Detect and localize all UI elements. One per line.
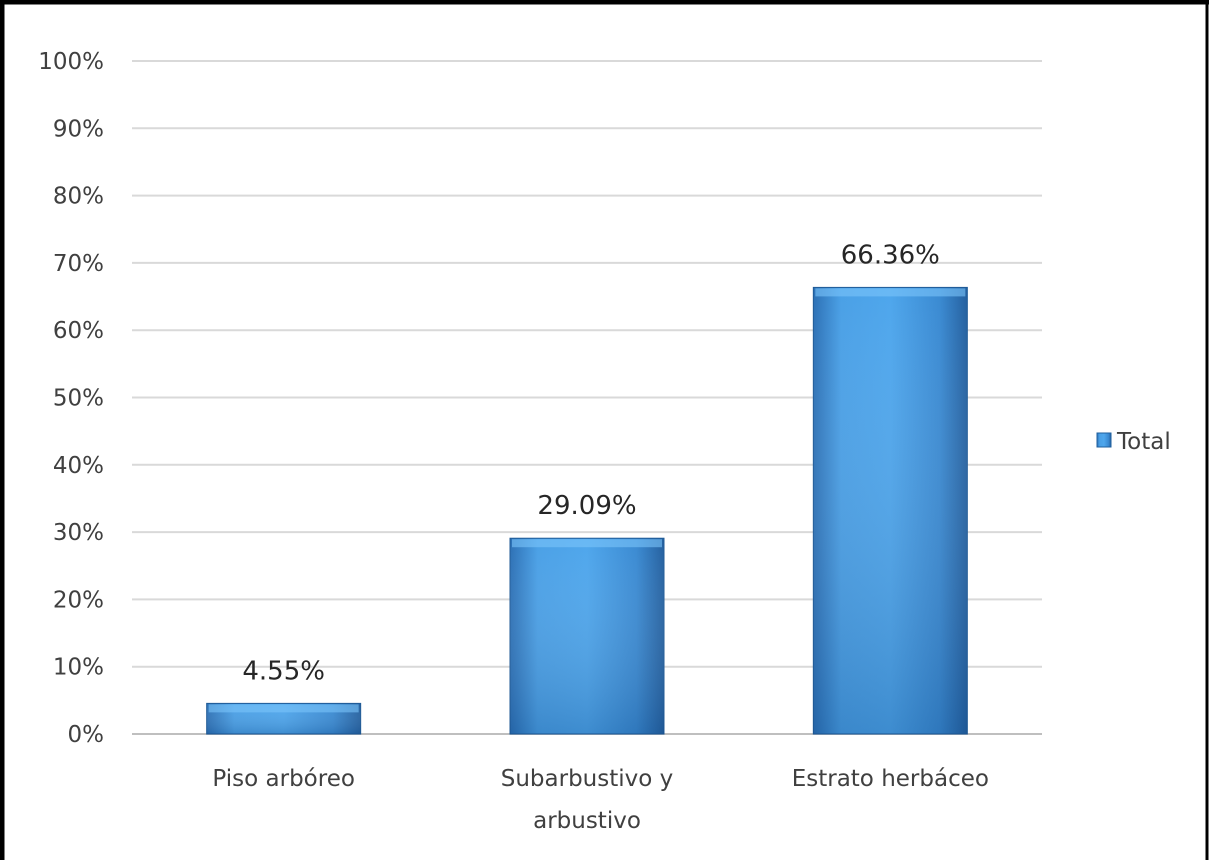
- bars: [206, 286, 968, 735]
- y-tick-label: 10%: [53, 655, 104, 681]
- legend: Total: [1096, 429, 1171, 455]
- bar-2: [812, 286, 968, 735]
- y-tick-label: 90%: [53, 116, 104, 142]
- y-tick-label: 20%: [53, 587, 104, 613]
- y-tick-label: 40%: [53, 453, 104, 479]
- bar-0: [206, 702, 362, 735]
- y-tick-label: 80%: [53, 184, 104, 210]
- data-label: 4.55%: [242, 656, 325, 686]
- bar-highlight: [512, 539, 662, 548]
- y-tick-label: 30%: [53, 520, 104, 546]
- y-tick-label: 0%: [68, 722, 105, 748]
- x-category-label: Subarbustivo y arbustivo: [501, 766, 674, 834]
- bar-shade: [510, 538, 664, 734]
- legend-label-total: Total: [1116, 429, 1171, 455]
- y-tick-label: 100%: [38, 49, 104, 75]
- x-axis-category-labels: Piso arbóreo Subarbustivo y arbustivo Estra…: [212, 766, 989, 834]
- x-category-label: Piso arbóreo: [212, 766, 355, 792]
- y-axis-tick-labels: 0% 10% 20% 30% 40% 50% 60% 70% 80% 90% 100%: [38, 49, 104, 748]
- bar-highlight: [208, 704, 359, 713]
- data-labels: 4.55% 29.09% 66.36%: [242, 240, 940, 686]
- bar-shade: [813, 287, 968, 734]
- y-tick-label: 50%: [53, 386, 104, 412]
- bar-highlight: [815, 288, 966, 297]
- data-label: 29.09%: [537, 491, 636, 521]
- bar-1: [509, 537, 665, 735]
- data-label: 66.36%: [841, 240, 940, 270]
- x-category-label: Estrato herbáceo: [792, 766, 989, 792]
- y-tick-label: 70%: [53, 251, 104, 277]
- y-tick-label: 60%: [53, 318, 104, 344]
- legend-swatch-total: [1096, 432, 1112, 448]
